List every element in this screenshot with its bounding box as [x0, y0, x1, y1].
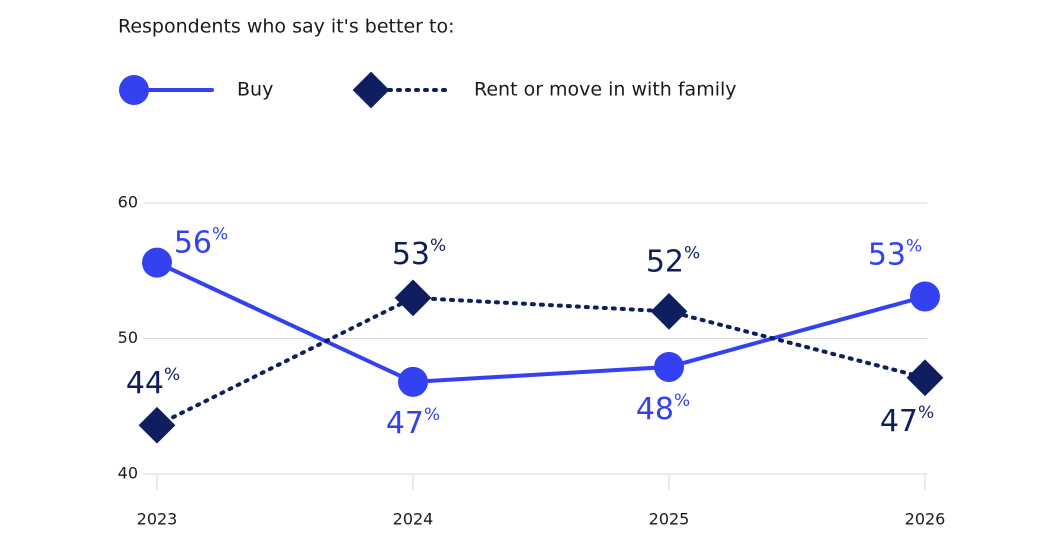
series-line [155, 260, 927, 384]
data-label: 53% [868, 236, 922, 272]
data-label: 48% [636, 391, 690, 427]
legend-marker [352, 71, 390, 109]
data-point [654, 351, 684, 382]
data-point [906, 359, 944, 397]
data-label: 56% [174, 225, 228, 261]
y-tick-label: 40 [118, 464, 138, 483]
data-label: 53% [392, 236, 446, 272]
data-label: 52% [646, 243, 700, 279]
data-point [142, 247, 172, 278]
legend-label: Rent or move in with family [474, 79, 737, 101]
data-point [138, 406, 176, 444]
x-tick-label: 2026 [905, 510, 946, 529]
y-tick-label: 50 [118, 328, 138, 347]
x-tick-label: 2024 [393, 510, 434, 529]
chart-title: Respondents who say it's better to: [118, 16, 454, 38]
data-label: 47% [880, 403, 934, 439]
legend-marker [119, 75, 149, 105]
y-tick-label: 60 [118, 193, 138, 212]
legend-label: Buy [237, 79, 273, 101]
data-point [394, 279, 432, 317]
x-tick-label: 2023 [137, 510, 178, 529]
data-label: 44% [126, 365, 180, 401]
data-point [650, 293, 688, 330]
series-line [155, 295, 927, 428]
data-label: 47% [386, 405, 440, 441]
data-point [398, 366, 428, 397]
data-point [910, 281, 940, 312]
x-tick-label: 2025 [649, 510, 690, 529]
